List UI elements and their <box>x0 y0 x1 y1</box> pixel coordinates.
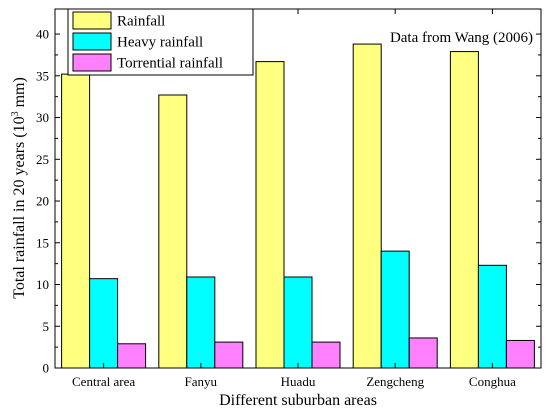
y-tick-label: 0 <box>43 361 50 376</box>
y-tick-label: 15 <box>36 235 49 250</box>
bar-heavy-rainfall-fanyu <box>186 276 216 369</box>
y-tick-label: 10 <box>36 277 49 292</box>
y-axis-title-superscript: 3 <box>10 111 21 116</box>
y-tick-label: 25 <box>36 152 49 167</box>
bar-torrential-rainfall-fanyu <box>214 341 244 369</box>
x-tick-label-huadu: Huadu <box>281 374 316 389</box>
bar-rainfall-conghua <box>449 51 479 369</box>
bar-heavy-rainfall-huadu <box>283 276 313 369</box>
bar-rainfall-fanyu <box>158 94 188 369</box>
legend: Rainfall Heavy rainfall Torrential rainfal… <box>67 8 254 76</box>
legend-label-rainfall: Rainfall <box>117 14 165 30</box>
bar-torrential-rainfall-zengcheng <box>408 337 438 369</box>
y-axis-title: Total rainfall in 20 years (103 mm) <box>10 77 28 299</box>
y-tick-label: 35 <box>36 68 49 83</box>
bar-rainfall-zengcheng <box>352 43 382 369</box>
x-tick-label-zengcheng: Zengcheng <box>366 374 424 389</box>
y-tick-label: 30 <box>36 110 49 125</box>
bar-heavy-rainfall-zengcheng <box>380 250 410 369</box>
x-tick-label-fanyu: Fanyu <box>185 374 218 389</box>
bar-heavy-rainfall-central-area <box>89 278 119 369</box>
bar-torrential-rainfall-central-area <box>117 343 147 369</box>
bar-rainfall-central-area <box>61 73 91 369</box>
bar-rainfall-huadu <box>255 61 285 369</box>
legend-label-torrential-rainfall: Torrential rainfall <box>117 56 223 72</box>
bar-heavy-rainfall-conghua <box>477 264 507 369</box>
y-axis-title-unit: mm) <box>11 77 28 111</box>
legend-label-heavy-rainfall: Heavy rainfall <box>117 35 203 51</box>
ticks-layer: 0 5 10 15 20 25 30 35 40 Central area Fanyu Huadu Ze… <box>36 9 541 389</box>
x-tick-label-central-area: Central area <box>72 374 135 389</box>
x-axis-title: Different suburban areas <box>219 392 377 409</box>
legend-swatch-rainfall <box>72 11 112 30</box>
legend-swatch-heavy-rainfall <box>72 32 112 51</box>
bars-layer <box>61 43 535 369</box>
legend-items: Rainfall Heavy rainfall Torrential rainfal… <box>72 11 223 72</box>
bar-torrential-rainfall-huadu <box>311 341 341 369</box>
bar-torrential-rainfall-conghua <box>505 339 535 369</box>
y-tick-label: 5 <box>43 319 50 334</box>
source-annotation: Data from Wang (2006) <box>390 30 533 46</box>
y-tick-label: 40 <box>36 27 49 42</box>
legend-swatch-torrential-rainfall <box>72 53 112 72</box>
y-tick-label: 20 <box>36 194 49 209</box>
y-axis-title-main: Total rainfall in 20 years (10 <box>11 116 28 298</box>
x-tick-label-conghua: Conghua <box>469 374 516 389</box>
